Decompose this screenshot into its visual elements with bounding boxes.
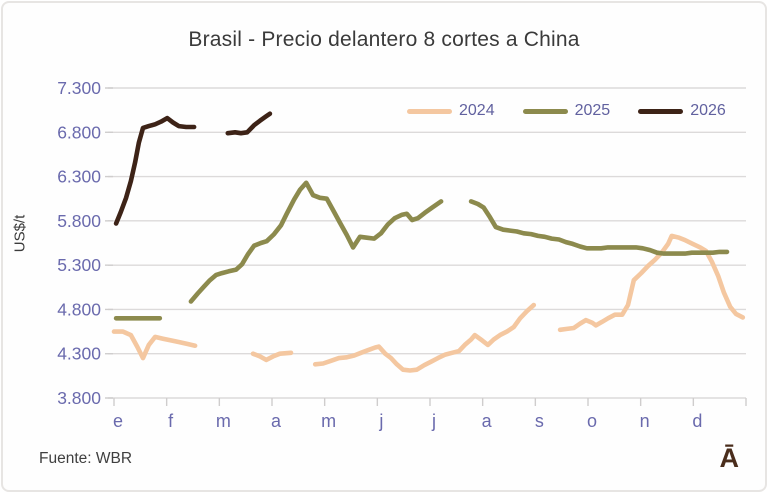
series-line-2025	[468, 199, 730, 256]
source-text: Fuente: WBR	[39, 450, 133, 467]
series-line-2024	[111, 329, 198, 361]
legend-item-2025: 2025	[522, 102, 611, 120]
brand-logo: Ā	[719, 443, 740, 473]
y-tick-label: 6.300	[57, 167, 101, 187]
y-tick-label: 7.300	[57, 78, 101, 98]
legend-item-2026: 2026	[638, 102, 726, 120]
legend-label-2025: 2025	[574, 102, 611, 119]
y-axis-title: US$/t	[11, 214, 29, 253]
y-tick-label: 5.800	[57, 211, 101, 231]
y-tick-label: 6.800	[57, 122, 101, 142]
x-tick-label: o	[587, 411, 597, 431]
x-tick-label: j	[431, 411, 436, 431]
series-line-2024	[250, 350, 294, 363]
series-line-2024	[312, 302, 537, 373]
x-tick-label: e	[113, 411, 123, 431]
y-tick-label: 3.800	[57, 388, 101, 408]
x-tick-label: f	[168, 411, 174, 431]
x-tick-label: m	[216, 411, 231, 431]
legend-item-2024: 2024	[407, 102, 495, 120]
x-tick-label: j	[378, 411, 383, 431]
x-tick-label: s	[535, 411, 544, 431]
y-tick-label: 4.300	[57, 344, 101, 364]
x-tick-label: d	[692, 411, 702, 431]
x-tick-label: a	[482, 411, 493, 431]
y-tick-label: 4.800	[57, 299, 101, 319]
legend: 2024 2025 2026	[407, 102, 726, 120]
series-line-2024	[557, 233, 746, 333]
x-tick-label: n	[640, 411, 650, 431]
legend-label-2024: 2024	[459, 102, 495, 119]
x-tick-label: a	[271, 411, 282, 431]
series-line-2025	[188, 180, 444, 304]
series-line-2026	[113, 115, 197, 226]
legend-swatch-2024	[407, 108, 452, 114]
y-tick-label: 5.300	[57, 255, 101, 275]
legend-label-2026: 2026	[690, 102, 726, 119]
series-line-2026	[225, 111, 273, 136]
chart-plot-area: 3.800 4.300 4.800 5.300 5.800 6.300 6.800 7.300…	[57, 78, 747, 431]
x-tick-label: m	[321, 411, 336, 431]
legend-swatch-2026	[638, 108, 684, 114]
legend-swatch-2025	[522, 108, 568, 114]
chart-title: Brasil - Precio delantero 8 cortes a Chi…	[188, 28, 580, 51]
